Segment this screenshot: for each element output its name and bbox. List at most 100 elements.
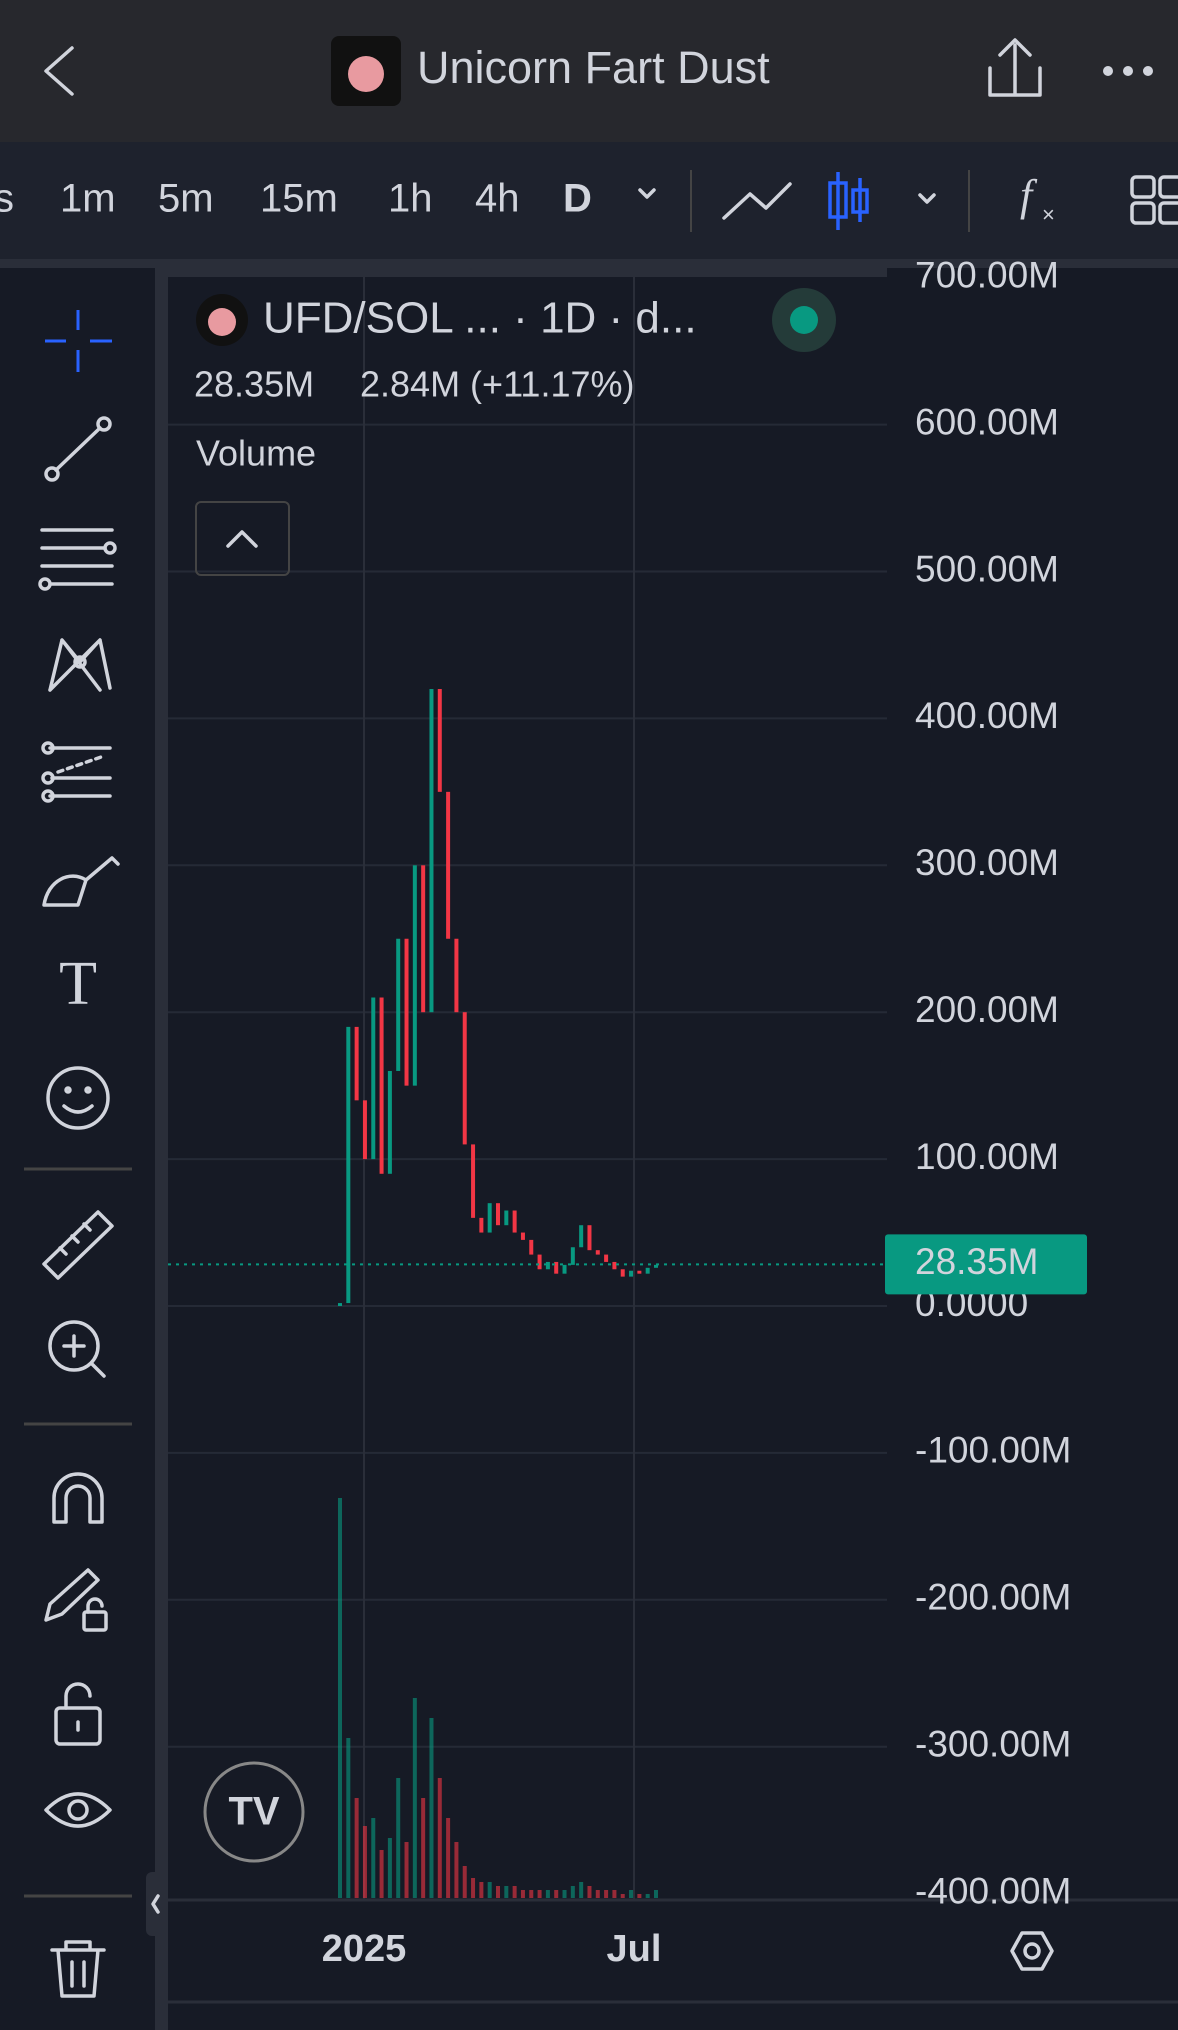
lock-tool[interactable] (54, 1682, 102, 1746)
timeframe-option[interactable]: 1h (388, 177, 433, 221)
share-button[interactable] (988, 38, 1042, 97)
candle (620, 1269, 625, 1277)
volume-bar (545, 1890, 550, 1898)
y-tick-label: 500.00M (915, 548, 1059, 589)
zoom-tool[interactable] (48, 1320, 106, 1378)
candle (421, 865, 426, 1013)
y-tick-label: -100.00M (915, 1430, 1071, 1471)
settings-button[interactable] (1010, 1931, 1054, 1971)
candle (412, 865, 417, 1086)
y-tick-label: -200.00M (915, 1577, 1071, 1618)
volume-bar (562, 1890, 567, 1898)
legend-price: 28.35M (194, 364, 314, 405)
candle (338, 1303, 342, 1306)
volume-bar (529, 1890, 534, 1898)
volume-bar (429, 1718, 434, 1898)
ruler-tool[interactable] (42, 1210, 114, 1280)
magnet-tool[interactable] (52, 1472, 104, 1524)
visibility-tool[interactable] (44, 1792, 112, 1828)
candle (479, 1217, 484, 1233)
timeframe-dropdown[interactable] (638, 188, 656, 199)
y-tick-label: 700.00M (915, 254, 1059, 295)
y-tick-label: -300.00M (915, 1723, 1071, 1764)
drawing-toolbar: T (24, 310, 132, 1998)
candle (354, 1026, 359, 1101)
y-tick-label: 600.00M (915, 401, 1059, 442)
volume-bar (396, 1778, 401, 1898)
candle-type-button[interactable] (828, 172, 869, 230)
lock-drawing-tool[interactable] (44, 1568, 108, 1632)
tradingview-logo-mark: TV (228, 1790, 279, 1834)
status-dot (790, 306, 818, 334)
volume-bar (504, 1886, 509, 1898)
candle (362, 1100, 367, 1160)
fib-tool[interactable] (38, 528, 117, 591)
volume-bar (354, 1798, 359, 1898)
x-tick-label: 2025 (322, 1928, 407, 1970)
volume-bar (612, 1890, 617, 1898)
candle (545, 1261, 550, 1270)
candle (462, 1012, 467, 1145)
forecast-tool[interactable] (41, 741, 112, 803)
timeframe-option[interactable]: 15m (260, 177, 338, 221)
indicators-button-x: × (1042, 202, 1055, 227)
chart-pane (168, 268, 887, 1900)
chart-type-dropdown[interactable] (918, 193, 936, 204)
candle (520, 1232, 525, 1240)
timeframe-option[interactable]: 4h (475, 177, 520, 221)
y-tick-label: 400.00M (915, 695, 1059, 736)
timeframe-bar (0, 142, 1178, 259)
trend-line-tool[interactable] (44, 416, 112, 482)
volume-bar (604, 1890, 609, 1898)
volume-bar (471, 1878, 476, 1898)
delete-tool[interactable] (50, 1940, 106, 1998)
line-type-button[interactable] (722, 182, 792, 220)
candle (579, 1225, 584, 1248)
candle (595, 1250, 600, 1255)
volume-bar (629, 1890, 634, 1898)
divider (0, 259, 1178, 268)
candle (587, 1225, 592, 1251)
collapse-legend[interactable] (195, 501, 290, 576)
volume-bar (512, 1886, 517, 1898)
timeframe-group: s 1m 5m 15m 1h 4h D (0, 177, 592, 221)
text-tool[interactable]: T (59, 950, 97, 1018)
more-button[interactable] (1103, 66, 1153, 76)
candle (537, 1254, 542, 1270)
candle (637, 1270, 642, 1274)
candle (396, 938, 401, 1071)
timeframe-option[interactable]: 5m (158, 177, 214, 221)
timeframe-option[interactable]: s (0, 177, 14, 221)
timeframe-option[interactable]: 1m (60, 177, 116, 221)
volume-bar (437, 1778, 442, 1898)
emoji-tool[interactable] (46, 1066, 110, 1130)
volume-bar (587, 1886, 592, 1898)
volume-bar (520, 1890, 525, 1898)
volume-bar (421, 1798, 426, 1898)
candle (404, 938, 409, 1086)
brush-tool[interactable] (42, 856, 120, 907)
crosshair-tool[interactable] (45, 310, 112, 372)
y-tick-label: 300.00M (915, 842, 1059, 883)
y-tick-label: -400.00M (915, 1870, 1071, 1911)
layout-button[interactable] (1130, 175, 1178, 225)
settings-button-center (1023, 1942, 1041, 1960)
volume-bar (645, 1894, 650, 1898)
candle (645, 1267, 650, 1274)
volume-bar (654, 1890, 658, 1898)
candle (629, 1270, 634, 1277)
candle (654, 1264, 658, 1268)
candle (504, 1210, 509, 1226)
volume-bar (379, 1850, 384, 1898)
last-price-label: 28.35M (915, 1241, 1038, 1282)
candle (471, 1144, 476, 1218)
volume-bar (595, 1890, 600, 1898)
timeframe-option[interactable]: D (563, 177, 592, 221)
candle (371, 997, 376, 1160)
back-button[interactable] (44, 46, 74, 96)
y-tick-label: 100.00M (915, 1136, 1059, 1177)
x-tick-label: Jul (607, 1928, 662, 1970)
token-icon-figure (348, 56, 384, 92)
pattern-tool[interactable] (48, 638, 112, 692)
